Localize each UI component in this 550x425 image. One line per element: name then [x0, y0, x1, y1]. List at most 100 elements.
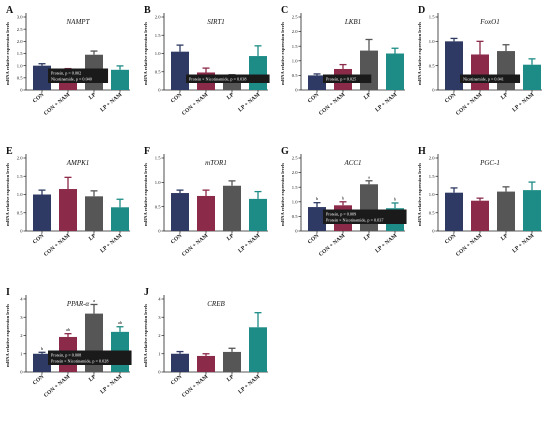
y-tick-label: 4	[158, 297, 161, 302]
y-tick-label: 1	[20, 351, 23, 356]
x-tick-label: LP	[88, 374, 98, 384]
x-tick-label: CON	[307, 233, 320, 246]
panel-letter: B	[144, 5, 151, 16]
significance-letter: b	[342, 195, 345, 200]
significance-letter: ab	[118, 320, 123, 325]
chart-panel-d: D FoxO1 mRNA relative expression levels 0 0.…	[417, 5, 542, 117]
x-tick-label: LP + NAM	[99, 373, 123, 395]
y-tick-label: 0.5	[429, 63, 435, 68]
chart-panel-a: A NAMPT mRNA relative expression levels 0 0.…	[5, 5, 130, 117]
panel-letter: J	[144, 287, 149, 298]
y-tick-label: 2.0	[429, 156, 435, 161]
y-axis-label: mRNA relative expression levels	[5, 22, 10, 85]
significance-letter: b	[41, 346, 44, 351]
bar-lp	[497, 51, 515, 90]
y-tick-label: 2.0	[292, 29, 298, 34]
y-tick-label: 1.5	[292, 185, 298, 190]
y-tick-label: 1.5	[17, 174, 23, 179]
chart-panel-b: B SIRT1 mRNA relative expression levels 0 0.…	[143, 5, 270, 117]
x-tick-label: CON + NAM	[181, 91, 210, 116]
chart-title: FoxO1	[479, 18, 499, 26]
bar-lp-nam	[111, 69, 129, 90]
y-tick-label: 0.5	[155, 204, 161, 209]
bar-lp-nam	[386, 53, 404, 90]
bar-con-nam	[471, 54, 489, 90]
x-tick-label: LP	[500, 92, 510, 102]
panel-letter: D	[418, 5, 425, 16]
chart-panel-j: J CREB mRNA relative expression levels 0 1 2 3…	[143, 287, 268, 399]
panel-letter: A	[6, 5, 14, 16]
y-tick-label: 0.5	[17, 75, 23, 80]
x-tick-label: LP + NAM	[511, 91, 535, 113]
bar-con-nam	[471, 200, 489, 231]
y-tick-label: 1.0	[155, 51, 161, 56]
x-tick-label: CON	[170, 233, 183, 246]
y-tick-label: 3	[158, 315, 161, 320]
y-axis-label: mRNA relative expression levels	[417, 22, 422, 85]
x-tick-label: LP + NAM	[237, 91, 261, 113]
y-tick-label: 2.0	[17, 156, 23, 161]
chart-title: SIRT1	[207, 18, 225, 26]
chart-title: LKB1	[344, 18, 361, 26]
x-tick-label: LP	[88, 92, 98, 102]
chart-title: PGC-1	[479, 159, 500, 167]
chart-title: PPAR-α	[66, 300, 90, 308]
y-tick-label: 1.5	[429, 15, 435, 20]
bar-lp-nam	[249, 327, 267, 372]
x-tick-label: CON + NAM	[455, 232, 484, 257]
y-tick-label: 2	[20, 333, 23, 338]
chart-panel-e: E AMPK1 mRNA relative expression levels 0 0.…	[5, 146, 130, 258]
significance-letter: b	[316, 196, 319, 201]
y-tick-label: 1.5	[155, 156, 161, 161]
chart-title: ACC1	[343, 159, 361, 167]
y-tick-label: 0	[158, 88, 161, 93]
stat-text: Protein × Nicotinamide, p = 0.028	[51, 359, 108, 365]
y-tick-label: 0.5	[17, 210, 23, 215]
bar-con	[308, 75, 326, 90]
panel-letter: I	[6, 287, 10, 298]
significance-letter: ab	[66, 327, 71, 332]
x-tick-label: LP	[500, 233, 510, 243]
chart-panel-i: I PPAR-α mRNA relative expression levels 0 1…	[5, 287, 132, 399]
y-tick-label: 1.0	[155, 180, 161, 185]
x-tick-label: CON	[444, 92, 457, 105]
x-tick-label: CON	[32, 92, 45, 105]
x-tick-label: CON + NAM	[455, 91, 484, 116]
y-tick-label: 0	[432, 88, 435, 93]
panel-letter: E	[6, 146, 13, 157]
stat-text: Protein × Nicotinamide, p = 0.037	[326, 218, 383, 224]
panel-letter: C	[281, 5, 288, 16]
stat-box	[323, 209, 407, 224]
y-tick-label: 3	[20, 315, 23, 320]
y-tick-label: 1.0	[429, 39, 435, 44]
chart-panel-c: C LKB1 mRNA relative expression levels 0 0.5…	[280, 5, 405, 117]
stat-box	[323, 74, 372, 83]
y-tick-label: 0	[432, 229, 435, 234]
y-axis-label: mRNA relative expression levels	[280, 22, 285, 85]
y-tick-label: 4	[20, 297, 23, 302]
panel-letter: G	[281, 146, 289, 157]
bar-con	[445, 41, 463, 90]
y-tick-label: 0	[295, 229, 298, 234]
y-tick-label: 1.0	[429, 192, 435, 197]
y-axis-label: mRNA relative expression levels	[143, 163, 148, 226]
x-tick-label: CON + NAM	[181, 373, 210, 398]
x-tick-label: LP	[226, 92, 236, 102]
y-tick-label: 0.5	[155, 69, 161, 74]
x-tick-label: CON	[307, 92, 320, 105]
panel-letter: F	[144, 146, 150, 157]
bar-lp-nam	[523, 64, 541, 90]
y-tick-label: 1.0	[292, 199, 298, 204]
chart-title: AMPK1	[66, 159, 90, 167]
x-tick-label: CON + NAM	[43, 232, 72, 257]
x-tick-label: LP + NAM	[374, 232, 398, 254]
stat-text: Protein, p = 0.008	[51, 353, 81, 359]
y-axis-label: mRNA relative expression levels	[143, 304, 148, 367]
bar-lp	[85, 196, 103, 231]
panel-letter: H	[418, 146, 426, 157]
x-tick-label: CON	[170, 374, 183, 387]
x-tick-label: LP	[363, 92, 373, 102]
y-tick-label: 0	[158, 229, 161, 234]
y-tick-label: 0.5	[292, 73, 298, 78]
